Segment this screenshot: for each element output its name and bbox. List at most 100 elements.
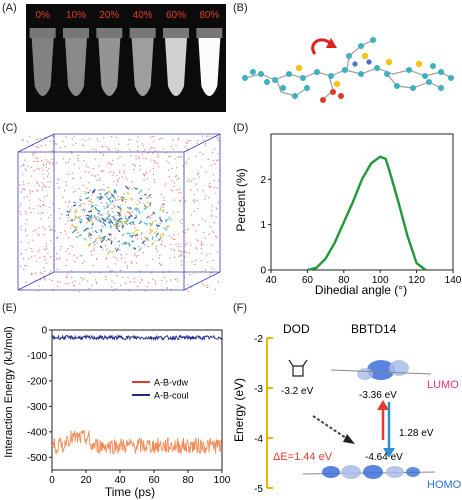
solvent-particle — [88, 200, 90, 202]
solvent-particle — [27, 242, 30, 244]
dod-molecule-icon — [288, 359, 308, 377]
solvent-particle — [152, 141, 155, 143]
solvent-particle — [188, 178, 190, 181]
solvent-particle — [201, 135, 204, 137]
chart-d-xlabel: Dihedial angle (°) — [315, 283, 407, 297]
solvent-particle — [206, 284, 208, 287]
polymer-segment — [89, 199, 94, 204]
solvent-particle — [43, 256, 46, 258]
dihedral-chart: Percent (%) Dihedial angle (°) 40 60 80 100… — [234, 133, 462, 297]
solvent-particle — [91, 284, 93, 287]
solvent-particle — [186, 147, 189, 150]
solvent-particle — [211, 151, 214, 154]
solvent-particle — [81, 279, 84, 281]
solvent-particle — [135, 158, 137, 160]
solvent-particle — [135, 155, 137, 158]
solvent-particle — [187, 284, 189, 286]
solvent-particle — [107, 194, 109, 196]
solvent-particle — [217, 153, 219, 155]
polymer-segment — [109, 218, 112, 221]
solvent-particle — [24, 210, 27, 212]
solvent-particle — [124, 215, 127, 217]
solvent-particle — [176, 189, 178, 191]
solvent-particle — [49, 272, 51, 274]
solvent-particle — [177, 211, 179, 213]
solvent-particle — [149, 217, 152, 219]
polymer-segment — [97, 195, 102, 199]
polymer-segment — [92, 189, 96, 193]
solvent-particle — [196, 142, 198, 145]
solvent-particle — [200, 241, 202, 243]
polymer-segment — [129, 197, 134, 201]
solvent-particle — [217, 201, 220, 204]
polymer-segment — [96, 209, 101, 213]
solvent-particle — [33, 169, 35, 172]
solvent-particle — [82, 144, 84, 146]
solvent-particle — [67, 220, 69, 222]
solvent-particle — [152, 152, 154, 154]
solvent-particle — [193, 193, 195, 195]
solvent-particle — [36, 168, 38, 170]
solvent-particle — [75, 142, 77, 144]
solvent-particle — [108, 171, 110, 173]
solvent-particle — [165, 152, 167, 154]
polymer-segment — [130, 220, 134, 224]
polymer-segment — [91, 190, 96, 194]
solvent-particle — [89, 203, 91, 206]
solvent-particle — [215, 159, 218, 162]
solvent-particle — [56, 237, 59, 239]
solvent-particle — [190, 180, 193, 182]
solvent-particle — [73, 163, 76, 165]
solvent-particle — [117, 259, 119, 261]
solvent-particle — [145, 171, 148, 173]
tick-m5: -5 — [254, 484, 263, 495]
solvent-particle — [167, 169, 170, 171]
lumo-level: -3.36 eV — [359, 390, 397, 401]
solvent-particle — [192, 199, 195, 202]
solvent-particle — [117, 195, 119, 198]
solvent-particle — [116, 174, 118, 176]
solvent-particle — [154, 220, 156, 222]
polymer-segment — [102, 221, 107, 227]
polymer-segment — [140, 232, 143, 235]
solvent-particle — [212, 259, 214, 262]
solvent-particle — [209, 253, 211, 255]
solvent-particle — [46, 195, 48, 197]
solvent-particle — [98, 177, 101, 179]
polymer-segment — [130, 234, 135, 237]
solvent-particle — [106, 212, 109, 215]
polymer-segment — [106, 248, 108, 251]
solvent-particle — [56, 280, 59, 283]
solvent-particle — [210, 164, 212, 167]
polymer-segment — [98, 220, 102, 223]
polymer-segment — [145, 237, 150, 242]
solvent-particle — [158, 138, 160, 141]
solvent-particle — [124, 261, 126, 264]
solvent-particle — [72, 284, 75, 286]
solvent-particle — [34, 152, 36, 154]
panel-e: (E) Interaction Energy (kJ/mol) Time (ps… — [0, 300, 231, 500]
solvent-particle — [70, 206, 73, 208]
solvent-particle — [197, 139, 199, 142]
solvent-particle — [76, 257, 78, 259]
tube-label: 40% — [133, 10, 153, 21]
solvent-particle — [26, 219, 28, 221]
polymer-segment — [110, 240, 113, 245]
solvent-particle — [128, 149, 131, 151]
solvent-particle — [215, 207, 217, 209]
solvent-particle — [71, 270, 73, 272]
polymer-segment — [123, 220, 128, 225]
solvent-particle — [22, 257, 25, 260]
solvent-particle — [29, 190, 31, 192]
solvent-particle — [138, 245, 140, 248]
solvent-particle — [34, 255, 36, 257]
x-tick-label: 60 — [148, 475, 160, 486]
solvent-particle — [181, 218, 183, 221]
solvent-particle — [144, 240, 147, 242]
solvent-particle — [72, 177, 74, 179]
tick-m4: -4 — [254, 434, 263, 445]
solvent-particle — [121, 276, 124, 278]
solvent-particle — [50, 181, 52, 183]
solvent-particle — [169, 155, 172, 157]
solvent-particle — [22, 139, 24, 142]
